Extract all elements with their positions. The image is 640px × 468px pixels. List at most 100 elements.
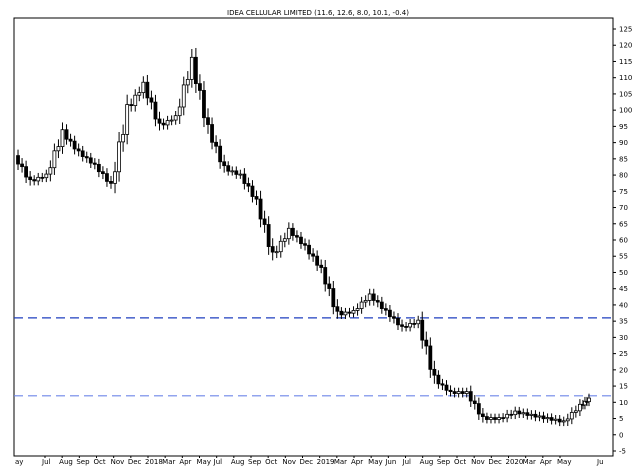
candle-down xyxy=(226,165,231,172)
candle-down xyxy=(234,170,239,175)
candle-up xyxy=(553,418,558,421)
candle-down xyxy=(420,319,425,341)
candle-up xyxy=(561,420,566,423)
y-tick-label: 65 xyxy=(619,220,628,228)
plot-frame xyxy=(13,17,614,457)
candle-down xyxy=(161,122,166,126)
x-tick-label: Aug xyxy=(59,458,73,466)
candle-up xyxy=(286,227,291,240)
y-tick-label: 60 xyxy=(619,237,628,245)
candle-down xyxy=(476,403,481,415)
candle-down xyxy=(307,244,311,255)
candle-down xyxy=(96,163,101,173)
candle-down xyxy=(501,417,505,419)
candle-up xyxy=(48,167,53,175)
x-tick-label: Jul xyxy=(402,458,412,466)
candle-up xyxy=(565,418,570,422)
candle-up xyxy=(141,81,146,94)
candle-up xyxy=(529,413,534,416)
candle-down xyxy=(299,236,303,245)
candle-up xyxy=(359,301,364,309)
x-tick-label: Sep xyxy=(76,458,90,466)
candle-up xyxy=(456,391,461,394)
candle-down xyxy=(412,323,417,325)
candle-down xyxy=(246,183,251,187)
candle-down xyxy=(250,185,255,197)
y-axis: 1251201151101051009590858075706560555045… xyxy=(613,26,632,456)
candle-up xyxy=(189,56,194,80)
x-tick-label: Jul xyxy=(41,458,51,466)
candle-down xyxy=(28,176,33,181)
candle-down xyxy=(214,141,218,147)
y-tick-label: 115 xyxy=(619,58,632,66)
candle-up xyxy=(274,251,279,254)
candle-up xyxy=(355,308,360,311)
x-tick-label: Aug xyxy=(231,458,245,466)
candle-up xyxy=(416,319,421,325)
candle-up xyxy=(238,173,243,176)
y-tick-label: 0 xyxy=(619,431,623,439)
x-tick-label: Dec xyxy=(488,458,502,466)
candle-up xyxy=(343,311,348,316)
y-tick-label: 55 xyxy=(619,253,628,261)
candle-down xyxy=(335,306,340,312)
x-tick-label: Dec xyxy=(300,458,314,466)
y-tick-label: 105 xyxy=(619,90,632,98)
candle-down xyxy=(101,171,105,175)
y-tick-label: 90 xyxy=(619,139,628,147)
x-tick-label: Apr xyxy=(179,458,191,466)
candle-down xyxy=(448,389,453,392)
candle-down xyxy=(311,253,316,257)
candle-down xyxy=(371,293,376,301)
y-tick-label: 80 xyxy=(619,172,628,180)
x-tick-label: Oct xyxy=(94,458,106,466)
candle-down xyxy=(258,198,263,220)
candle-down xyxy=(206,117,210,125)
candle-up xyxy=(583,400,587,406)
x-tick-label: Aug xyxy=(420,458,434,466)
x-tick-label: Oct xyxy=(454,458,466,466)
y-tick-label: 120 xyxy=(619,42,632,50)
candle-down xyxy=(64,129,69,140)
candle-down xyxy=(432,368,437,376)
candle-up xyxy=(36,176,41,182)
candle-down xyxy=(436,374,441,385)
candle-up xyxy=(537,415,542,418)
candle-down xyxy=(157,118,162,124)
candle-up xyxy=(181,84,186,108)
candle-down xyxy=(84,156,89,159)
candle-down xyxy=(210,124,214,143)
candle-down xyxy=(444,384,449,391)
candle-down xyxy=(129,104,134,107)
candle-up xyxy=(545,417,550,420)
candle-down xyxy=(303,243,307,246)
candle-up xyxy=(56,146,61,152)
candlestick-series xyxy=(16,47,591,427)
candle-up xyxy=(573,410,578,413)
x-tick-label: May xyxy=(557,458,571,466)
candle-down xyxy=(404,326,408,328)
candle-down xyxy=(198,83,202,91)
candle-down xyxy=(468,391,473,402)
candle-down xyxy=(145,81,150,99)
candle-up xyxy=(44,173,49,179)
candle-down xyxy=(533,413,538,418)
candle-up xyxy=(113,171,117,184)
candle-up xyxy=(497,417,501,420)
candle-down xyxy=(242,173,247,184)
candle-up xyxy=(278,240,283,253)
x-tick-label: 2020 xyxy=(506,458,524,466)
x-tick-label: May xyxy=(368,458,382,466)
candle-up xyxy=(363,300,368,303)
candle-down xyxy=(347,311,352,314)
x-tick-label: Sep xyxy=(437,458,451,466)
x-tick-label: Jun xyxy=(384,458,396,466)
candle-down xyxy=(153,101,158,120)
x-tick-label: Nov xyxy=(282,458,296,466)
candle-down xyxy=(339,310,344,316)
candle-up xyxy=(137,92,142,96)
candle-down xyxy=(541,415,546,420)
candle-up xyxy=(173,115,178,121)
candle-up xyxy=(505,413,510,419)
